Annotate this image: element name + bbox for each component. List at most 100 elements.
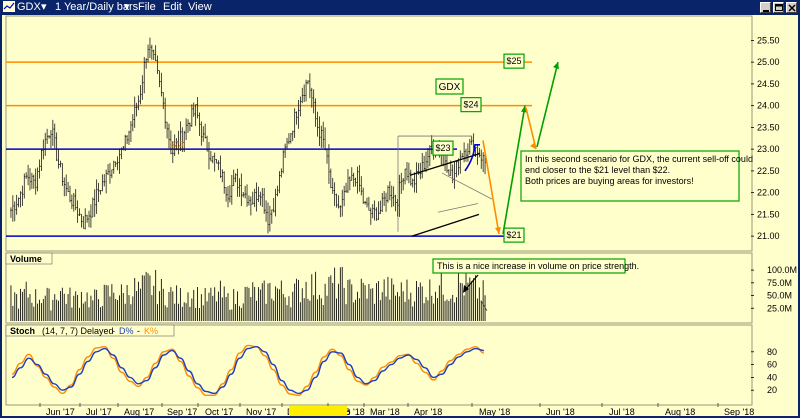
- level-label: $21: [506, 230, 521, 240]
- level-label-box: [503, 227, 525, 243]
- stoch-axis-label: 60: [767, 360, 777, 370]
- scenario-down-arrowhead: [495, 226, 501, 234]
- x-axis-label: Feb '18: [335, 407, 365, 416]
- stoch-panel: [11, 344, 485, 397]
- scenario-up-arrowhead-1: [521, 105, 527, 113]
- price-axis-label: 21.00: [757, 231, 780, 241]
- legend-d: D%: [119, 326, 134, 336]
- scenario-annotation-line: In this second scenario for GDX, the cur…: [525, 154, 753, 164]
- x-axis-label: Oct '17: [205, 407, 233, 416]
- price-axis-label: 24.00: [757, 101, 780, 111]
- stoch-k-line: [11, 344, 485, 397]
- scenario-annotation-box: [520, 150, 740, 202]
- volume-panel: [10, 266, 488, 321]
- stoch-axis-label: 20: [767, 385, 777, 395]
- volume-annotation-arrowhead: [463, 285, 469, 293]
- scenario-annotation-line: end closer to the $21 level than $22.: [525, 165, 670, 175]
- level-label: $24: [463, 100, 478, 110]
- title-bar: GDX ▾ 1 Year/Daily bars ▾ File Edit View: [0, 0, 800, 15]
- chart-canvas[interactable]: $23 $25 $24 $23 $21 21.00 21.50 22.00 22.50 23.0…: [2, 15, 798, 416]
- price-axis-label: 22.00: [757, 188, 780, 198]
- x-axis-label: Aug '17: [124, 407, 154, 416]
- gdx-badge: GDX: [439, 82, 461, 93]
- scenario-pullback-arrowhead: [530, 142, 536, 150]
- scenario-up-arrow-2: [536, 61, 559, 148]
- stoch-params: (14, 7, 7) Delayed: [42, 326, 114, 336]
- price-axis-label: 25.50: [757, 35, 780, 45]
- inline-level-label: $23: [170, 140, 184, 149]
- channel-upper-line: [409, 152, 481, 176]
- scenario-up-arrow-1: [502, 105, 526, 235]
- volume-panel-frame: [5, 252, 753, 324]
- svg-text:-: -: [112, 326, 115, 336]
- volume-axis-label: 50.0M: [767, 291, 792, 301]
- x-axis-label: Mar '18: [370, 407, 400, 416]
- level-label: $25: [506, 56, 521, 66]
- symbol-dropdown-arrow-icon[interactable]: ▾: [41, 1, 47, 13]
- scenario-annotation-line: Both prices are buying areas for investo…: [525, 176, 694, 186]
- x-axis-label: Jun '18: [546, 407, 575, 416]
- price-axis-label: 22.50: [757, 166, 780, 176]
- recent-rally-curve: [464, 143, 480, 172]
- price-axis-label: 23.00: [757, 144, 780, 154]
- triangle-bottom-line: [437, 203, 479, 213]
- maximize-button[interactable]: [773, 2, 784, 13]
- menu-view[interactable]: View: [188, 1, 212, 13]
- price-panel: $23 $25 $24 $23 $21: [6, 37, 559, 243]
- timeframe-label[interactable]: 1 Year/Daily bars: [55, 1, 139, 13]
- stoch-d-line: [11, 345, 485, 395]
- menu-file[interactable]: File: [138, 1, 156, 13]
- minimize-button[interactable]: [760, 2, 771, 13]
- scenario-up-arrowhead-2: [553, 62, 559, 70]
- channel-lower-line: [411, 213, 480, 237]
- level-label-box: [460, 97, 482, 113]
- x-axis-label: Jun '17: [46, 407, 75, 416]
- highlighted-date-box: [289, 406, 347, 416]
- minimize-icon: [763, 10, 769, 12]
- volume-title-box: [5, 252, 53, 265]
- volume-axis-label: 100.0M: [767, 265, 797, 275]
- triangle-diag-line: [441, 172, 493, 200]
- close-button[interactable]: [786, 2, 797, 13]
- close-icon: [788, 4, 796, 12]
- x-axis-label: Jul '17: [86, 407, 112, 416]
- price-axis-label: 25.00: [757, 57, 780, 67]
- stoch-axis-label: 80: [767, 347, 777, 357]
- x-axis-label: Aug '18: [665, 407, 695, 416]
- axes: 21.00 21.50 22.00 22.50 23.00 23.50 24.00 24.50…: [39, 35, 797, 416]
- volume-title: Volume: [10, 254, 42, 264]
- maximize-icon: [775, 4, 783, 11]
- x-axis-label: Apr '18: [414, 407, 442, 416]
- legend-k: K%: [144, 326, 158, 336]
- symbol-label[interactable]: GDX: [17, 1, 41, 13]
- x-axis-label: Sep '18: [724, 407, 754, 416]
- price-axis-label: 21.50: [757, 209, 780, 219]
- scenario-down-arrow: [482, 140, 500, 235]
- stoch-axis-label: 40: [767, 372, 777, 382]
- volume-annotation: This is a nice increase in volume on pri…: [437, 261, 639, 271]
- scenario-pullback-arrow: [525, 107, 537, 150]
- volume-axis-label: 25.0M: [767, 303, 792, 313]
- level-label: $23: [435, 143, 450, 153]
- gdx-badge-box: [435, 78, 464, 95]
- x-axis-label: Nov '17: [246, 407, 276, 416]
- x-axis-label: Sep '17: [167, 407, 197, 416]
- volume-annotation-arrow: [464, 274, 479, 291]
- timeframe-dropdown-arrow-icon[interactable]: ▾: [124, 1, 130, 13]
- level-label-box: [432, 140, 454, 156]
- scenario-annotation: In this second scenario for GDX, the cur…: [525, 154, 753, 186]
- price-axis-label: 23.50: [757, 122, 780, 132]
- x-axis-label: May '18: [479, 407, 510, 416]
- x-axis-label: Jul '18: [609, 407, 635, 416]
- app-icon[interactable]: [3, 0, 15, 17]
- svg-text:-: -: [137, 326, 140, 336]
- price-axis-label: 24.50: [757, 79, 780, 89]
- chart-background: [2, 15, 798, 416]
- price-panel-frame: [5, 15, 753, 252]
- menu-edit[interactable]: Edit: [163, 1, 182, 13]
- volume-recent-line: [480, 300, 488, 312]
- stoch-title: Stoch: [10, 326, 35, 336]
- volume-annotation-box: [432, 258, 626, 274]
- stoch-title-box: [5, 324, 175, 337]
